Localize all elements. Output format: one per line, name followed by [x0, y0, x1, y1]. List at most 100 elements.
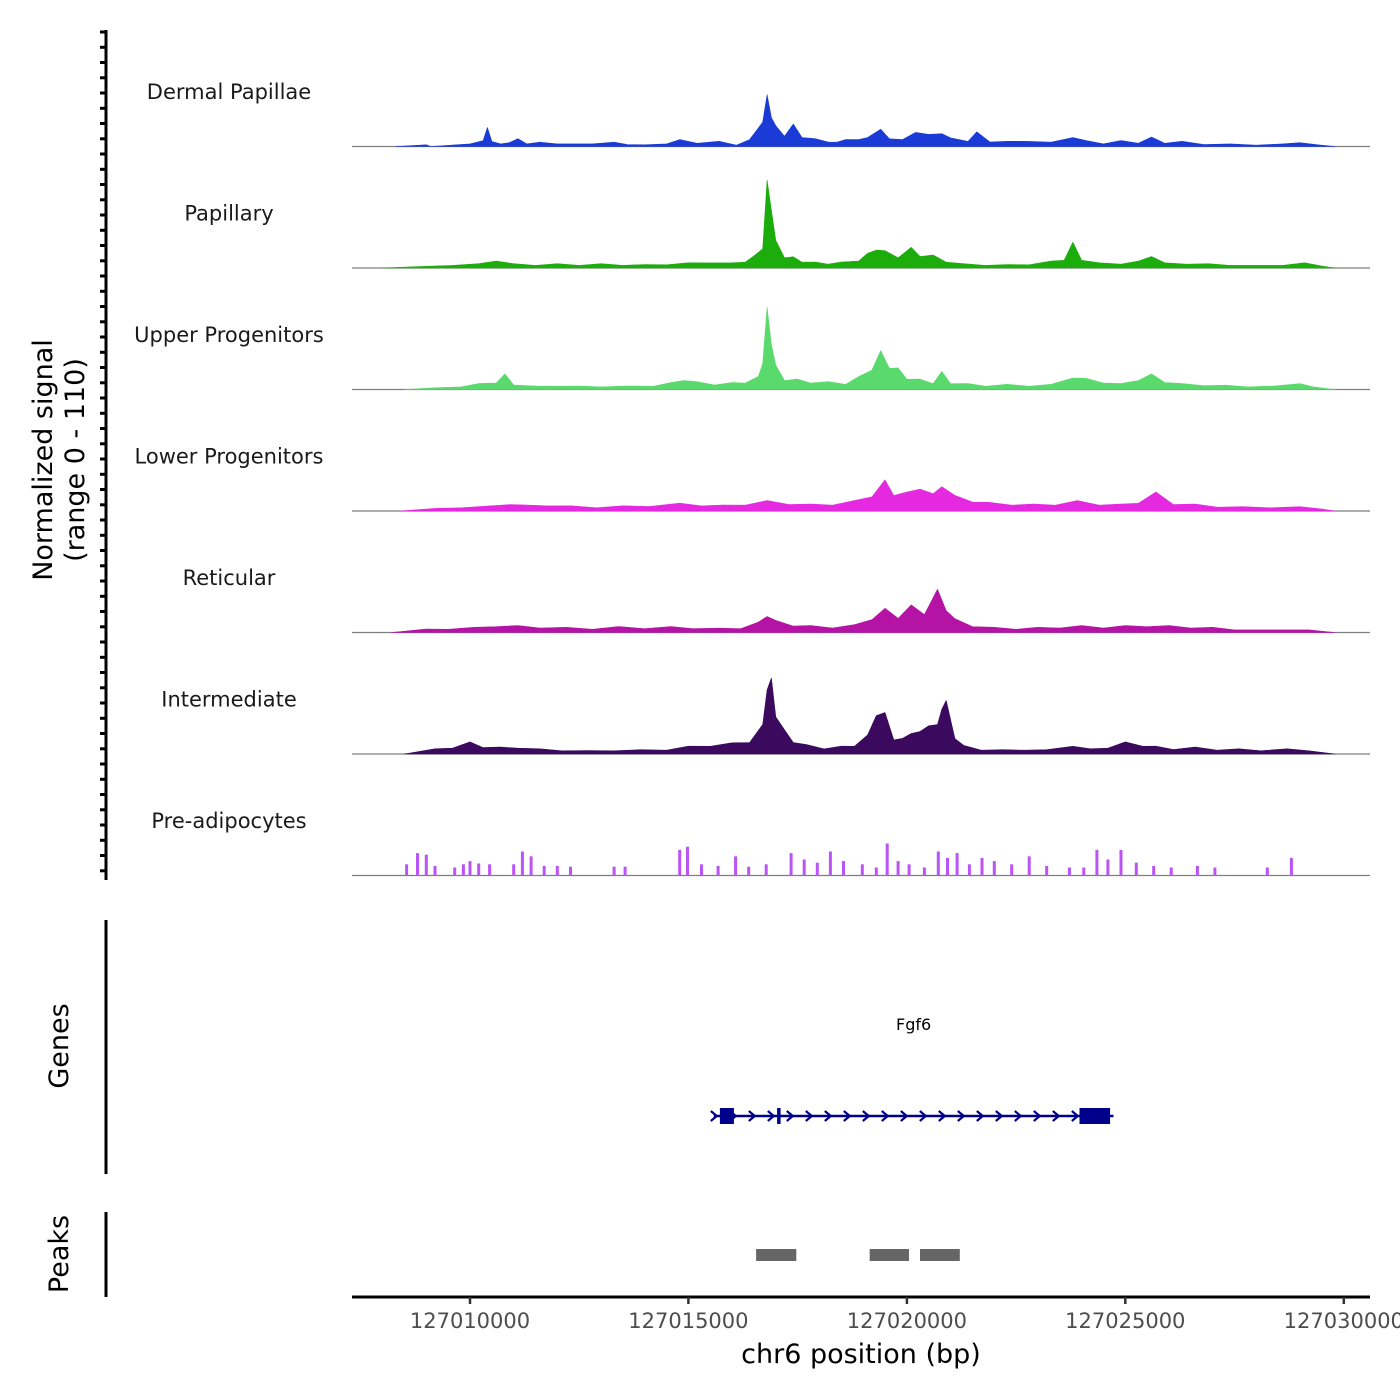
track-area [391, 589, 1336, 633]
track-papillary: Papillary [184, 179, 1370, 269]
signal-axis-title-line2: (range 0 - 110) [60, 358, 91, 562]
signal-bar [907, 864, 911, 876]
strand-arrow [748, 1110, 757, 1122]
signal-bar [874, 867, 878, 876]
signal-bar [468, 861, 472, 876]
track-reticular: Reticular [183, 566, 1370, 634]
signal-bar [424, 854, 428, 876]
signal-bar [980, 857, 984, 876]
signal-bar [922, 867, 926, 876]
signal-bar [1119, 849, 1123, 876]
track-area [395, 94, 1336, 147]
track-label: Dermal Papillae [147, 80, 311, 104]
signal-bar [828, 851, 832, 876]
signal-bar [764, 864, 768, 876]
strand-arrow [938, 1110, 947, 1122]
track-label: Pre-adipocytes [151, 809, 306, 833]
track-area [404, 677, 1336, 755]
signal-bar [405, 864, 409, 876]
signal-bar [955, 853, 959, 876]
signal-bar [1152, 865, 1156, 876]
track-intermediate: Intermediate [161, 677, 1370, 755]
signal-bar [1067, 867, 1071, 876]
strand-arrow [786, 1110, 795, 1122]
track-area [399, 479, 1336, 512]
track-area [404, 307, 1336, 390]
signal-y-axis-ticks [100, 30, 106, 873]
signal-bar [461, 864, 465, 876]
x-tick-label: 127020000 [847, 1309, 967, 1333]
signal-bar [542, 865, 546, 876]
signal-axis-title: Normalized signal (range 0 - 110) [28, 339, 91, 581]
track-label: Papillary [184, 202, 273, 226]
signal-bar [700, 864, 703, 876]
x-tick-label: 127025000 [1065, 1309, 1185, 1333]
signal-bar [569, 866, 572, 876]
track-label: Intermediate [161, 688, 297, 712]
signal-bar [815, 862, 819, 876]
genes-track: Fgf6 [710, 1015, 1114, 1124]
track-label: Reticular [183, 566, 276, 590]
peaks-track [756, 1249, 960, 1261]
track-label: Lower Progenitors [135, 445, 324, 469]
signal-bar [512, 864, 516, 876]
signal-bar [747, 866, 751, 876]
exon [1079, 1108, 1111, 1124]
signal-bar [529, 856, 533, 876]
signal-bar [936, 851, 940, 876]
strand-arrow [976, 1110, 985, 1122]
signal-bar [686, 846, 689, 876]
signal-bar [1045, 865, 1049, 876]
signal-bar [1289, 857, 1293, 876]
signal-bar [488, 864, 492, 876]
track-lower-progenitors: Lower Progenitors [135, 445, 1370, 512]
signal-bar [416, 853, 419, 876]
strand-arrow [957, 1110, 966, 1122]
signal-bar [1213, 867, 1217, 876]
gene-label: Fgf6 [896, 1015, 931, 1034]
signal-bar [885, 843, 889, 876]
signal-bar [1265, 867, 1269, 876]
signal-bar [716, 865, 720, 876]
track-pre-adipocytes: Pre-adipocytes [151, 809, 1370, 877]
peak [756, 1249, 797, 1261]
signal-bar [623, 866, 627, 876]
x-tick-label: 127010000 [410, 1309, 530, 1333]
strand-arrow [824, 1110, 833, 1122]
signal-bar [1095, 849, 1099, 876]
signal-axis-title-line1: Normalized signal [28, 339, 59, 581]
signal-bar [946, 857, 949, 876]
track-area [382, 179, 1336, 269]
strand-arrow [900, 1110, 909, 1122]
strand-arrow [919, 1110, 928, 1122]
strand-arrow [1033, 1110, 1042, 1122]
signal-bar [1010, 864, 1014, 876]
peak [869, 1249, 909, 1261]
signal-bar [802, 859, 806, 876]
strand-arrow [881, 1110, 890, 1122]
track-dermal-papillae: Dermal Papillae [147, 80, 1370, 148]
x-axis-ticks: 127010000 127015000 127020000 127025000 1270… [410, 1297, 1400, 1333]
signal-bar [896, 861, 900, 876]
x-tick-label: 127015000 [628, 1309, 748, 1333]
signal-bar [842, 861, 845, 876]
strand-arrow [710, 1110, 719, 1122]
signal-bar [678, 849, 682, 876]
exon [719, 1108, 734, 1124]
signal-bar [520, 851, 524, 876]
track-upper-progenitors: Upper Progenitors [134, 307, 1370, 391]
signal-bar [1134, 862, 1138, 876]
signal-bar [555, 865, 559, 876]
signal-tracks: Dermal Papillae Papillary Upper Progenitor… [134, 80, 1370, 877]
signal-bar [1082, 867, 1086, 876]
signal-bar [433, 865, 437, 876]
signal-bar [967, 864, 971, 876]
peaks-track-title: Peaks [44, 1215, 75, 1293]
strand-arrow [1071, 1110, 1080, 1122]
signal-bar [1106, 859, 1110, 876]
exon [777, 1108, 781, 1124]
signal-bar [1169, 867, 1173, 876]
track-label: Upper Progenitors [134, 323, 324, 347]
strand-arrow [767, 1110, 776, 1122]
